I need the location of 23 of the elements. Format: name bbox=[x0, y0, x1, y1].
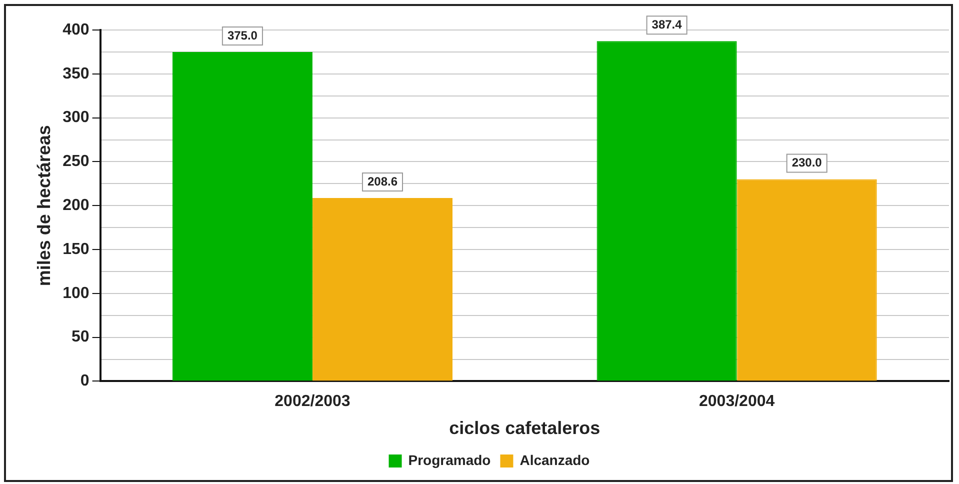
x-tick-label: 2003/2004 bbox=[699, 393, 775, 410]
y-tick-label: 150 bbox=[62, 240, 90, 258]
legend-label: Programado bbox=[408, 452, 491, 468]
y-tick-label: 100 bbox=[62, 284, 90, 302]
y-axis-title: miles de hectáreas bbox=[34, 125, 54, 286]
y-tick-label: 400 bbox=[62, 21, 90, 38]
bar bbox=[312, 198, 453, 381]
bar bbox=[172, 52, 312, 381]
y-tick-label: 250 bbox=[62, 153, 90, 170]
legend-label: Alcanzado bbox=[520, 452, 590, 468]
data-label: 208.6 bbox=[367, 174, 398, 188]
bar bbox=[596, 41, 737, 381]
x-axis-title: ciclos cafetaleros bbox=[449, 418, 600, 438]
data-label: 387.4 bbox=[652, 17, 682, 32]
x-tick-label: 2002/2003 bbox=[274, 393, 350, 410]
data-label: 375.0 bbox=[227, 28, 258, 42]
y-tick-label: 50 bbox=[72, 328, 90, 346]
y-tick-label: 0 bbox=[80, 372, 90, 390]
bar bbox=[736, 179, 877, 381]
y-tick-label: 200 bbox=[62, 197, 90, 214]
data-label: 230.0 bbox=[792, 156, 822, 170]
y-tick-label: 300 bbox=[62, 109, 90, 126]
y-tick-label: 350 bbox=[62, 65, 90, 82]
